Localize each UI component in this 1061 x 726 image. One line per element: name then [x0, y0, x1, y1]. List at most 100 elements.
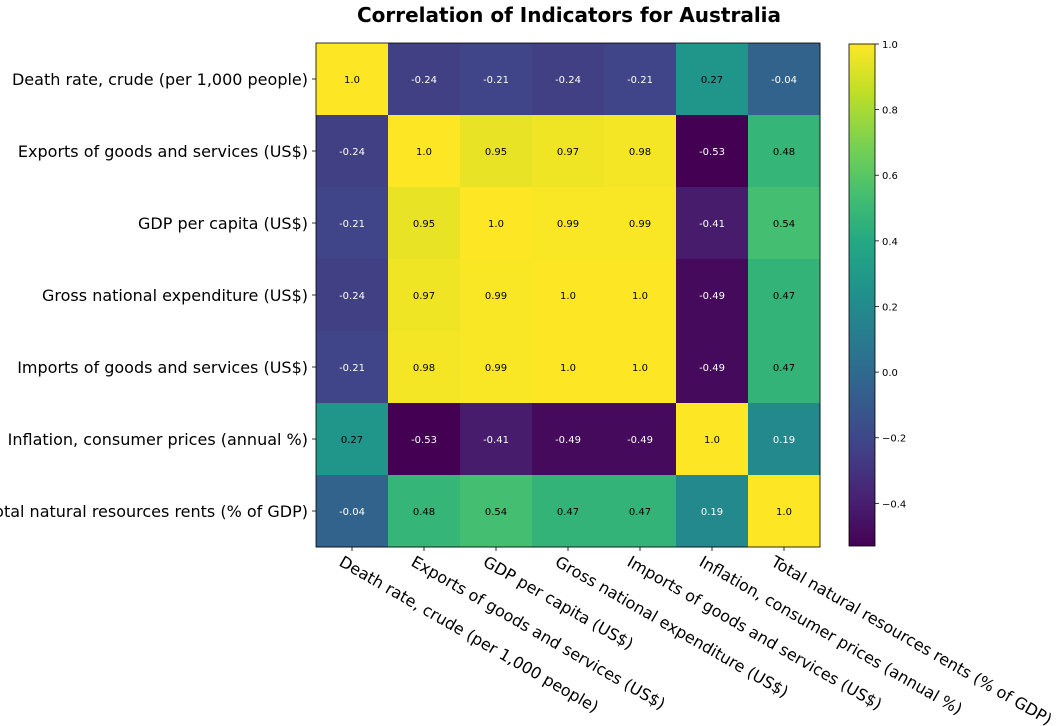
cell-value-label: -0.53	[411, 435, 437, 446]
cell-value-label: 0.99	[629, 219, 651, 230]
column-label: Total natural resources rents (% of GDP)	[767, 552, 1055, 726]
heatmap-cell-r4-c3	[532, 331, 605, 404]
colorbar-tick-label: 0.6	[882, 171, 898, 182]
heatmap-cell-r5-c5	[676, 403, 749, 476]
row-label: GDP per capita (US$)	[138, 214, 308, 233]
cell-value-label: 1.0	[632, 363, 648, 374]
heatmap-cell-r5-c3	[532, 403, 605, 476]
heatmap-cell-r1-c2	[460, 115, 533, 188]
heatmap-cell-r2-c5	[676, 187, 749, 260]
cell-value-label: 0.99	[557, 219, 579, 230]
cell-value-label: -0.41	[699, 219, 725, 230]
heatmap-cell-r4-c5	[676, 331, 749, 404]
heatmap-cell-r1-c6	[748, 115, 821, 188]
heatmap-cell-r6-c5	[676, 475, 749, 548]
cell-value-label: 0.47	[557, 507, 579, 518]
heatmap-cell-r1-c3	[532, 115, 605, 188]
cell-value-label: 1.0	[344, 75, 360, 86]
heatmap-cell-r3-c3	[532, 259, 605, 332]
row-label: Exports of goods and services (US$)	[18, 142, 308, 161]
column-label: Inflation, consumer prices (annual %)	[696, 552, 966, 719]
heatmap-cell-r2-c1	[388, 187, 461, 260]
colorbar-tick-label: −0.2	[882, 434, 906, 445]
cell-value-label: 0.48	[773, 147, 795, 158]
cell-value-label: 1.0	[488, 219, 504, 230]
heatmap-cell-r2-c6	[748, 187, 821, 260]
heatmap-cell-r4-c2	[460, 331, 533, 404]
cell-value-label: 1.0	[416, 147, 432, 158]
colorbar-tick-label: 0.0	[882, 368, 898, 379]
heatmap-cell-r2-c4	[604, 187, 677, 260]
cell-value-label: -0.41	[483, 435, 509, 446]
heatmap-cell-labels: 1.0 -0.24 -0.21 -0.24 -0.21 0.27 -0.04 -0.24 1.0…	[339, 75, 797, 518]
cell-value-label: 0.98	[413, 363, 435, 374]
heatmap-cell-r6-c4	[604, 475, 677, 548]
heatmap-cell-r0-c5	[676, 43, 749, 116]
cell-value-label: -0.21	[483, 75, 509, 86]
heatmap-cell-r1-c1	[388, 115, 461, 188]
colorbar-tick-label: 0.2	[882, 302, 898, 313]
cell-value-label: 0.27	[701, 75, 723, 86]
heatmap-cell-r4-c4	[604, 331, 677, 404]
column-label: Death rate, crude (per 1,000 people)	[336, 552, 602, 716]
heatmap-cell-r3-c5	[676, 259, 749, 332]
heatmap-cell-r0-c0	[316, 43, 389, 116]
cell-value-label: 0.54	[773, 219, 795, 230]
heatmap-cell-r2-c2	[460, 187, 533, 260]
cell-value-label: 0.19	[701, 507, 723, 518]
cell-value-label: -0.49	[699, 291, 725, 302]
heatmap-cell-r3-c2	[460, 259, 533, 332]
cell-value-label: 1.0	[704, 435, 720, 446]
heatmap-cell-r0-c3	[532, 43, 605, 116]
row-label: Total natural resources rents (% of GDP)	[0, 502, 308, 521]
cell-value-label: 0.99	[485, 291, 507, 302]
heatmap-cell-r5-c1	[388, 403, 461, 476]
heatmap-cell-r6-c3	[532, 475, 605, 548]
cell-value-label: 0.54	[485, 507, 507, 518]
heatmap-cell-r0-c4	[604, 43, 677, 116]
heatmap-cell-r4-c6	[748, 331, 821, 404]
heatmap-cell-r6-c1	[388, 475, 461, 548]
row-label: Inflation, consumer prices (annual %)	[8, 430, 308, 449]
cell-value-label: -0.21	[339, 219, 365, 230]
heatmap-cell-r4-c0	[316, 331, 389, 404]
colorbar: −0.4 −0.2 0.0 0.2 0.4 0.6 0.8 1.0	[848, 40, 906, 547]
heatmap-cell-r3-c6	[748, 259, 821, 332]
heatmap-cell-r3-c0	[316, 259, 389, 332]
heatmap-cell-r5-c6	[748, 403, 821, 476]
cell-value-label: -0.24	[555, 75, 581, 86]
cell-value-label: -0.49	[627, 435, 653, 446]
heatmap-cell-r4-c1	[388, 331, 461, 404]
cell-value-label: 0.27	[341, 435, 363, 446]
colorbar-tick-label: 1.0	[882, 40, 898, 51]
heatmap-cells	[315, 42, 821, 548]
cell-value-label: 0.97	[413, 291, 435, 302]
heatmap-cell-r5-c0	[316, 403, 389, 476]
cell-value-label: 0.97	[557, 147, 579, 158]
heatmap-cell-r5-c4	[604, 403, 677, 476]
cell-value-label: 0.98	[629, 147, 651, 158]
cell-value-label: 1.0	[632, 291, 648, 302]
colorbar-tick-label: 0.4	[882, 237, 898, 248]
heatmap-cell-r1-c4	[604, 115, 677, 188]
cell-value-label: -0.53	[699, 147, 725, 158]
heatmap-cell-r3-c4	[604, 259, 677, 332]
heatmap-cell-r1-c5	[676, 115, 749, 188]
row-labels: Death rate, crude (per 1,000 people) Expo…	[0, 70, 316, 521]
colorbar-tick-label: −0.4	[882, 499, 906, 510]
heatmap-cell-r3-c1	[388, 259, 461, 332]
cell-value-label: 0.47	[629, 507, 651, 518]
cell-value-label: -0.21	[339, 363, 365, 374]
row-label: Imports of goods and services (US$)	[17, 358, 308, 377]
cell-value-label: 0.95	[485, 147, 507, 158]
colorbar-gradient	[848, 43, 876, 547]
cell-value-label: 0.47	[773, 291, 795, 302]
heatmap-cell-r1-c0	[316, 115, 389, 188]
cell-value-label: 1.0	[560, 363, 576, 374]
heatmap-cell-r6-c6	[748, 475, 821, 548]
cell-value-label: 1.0	[776, 507, 792, 518]
row-label: Death rate, crude (per 1,000 people)	[12, 70, 308, 89]
cell-value-label: 0.19	[773, 435, 795, 446]
cell-value-label: 0.47	[773, 363, 795, 374]
